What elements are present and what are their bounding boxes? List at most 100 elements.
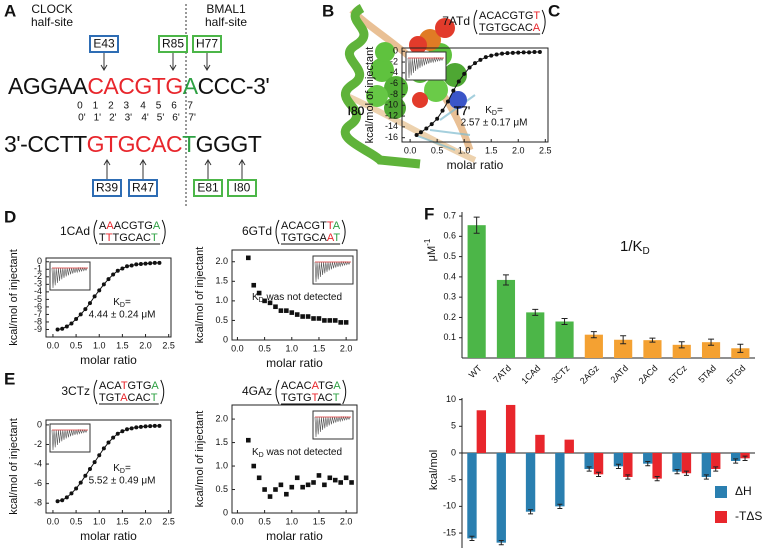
- data-point: [111, 272, 116, 277]
- x-axis-label: molar ratio: [80, 529, 137, 543]
- y-tick-label: -3: [34, 279, 42, 289]
- x-tick-label: 2ACd: [637, 363, 660, 386]
- kd-text: =: [497, 105, 503, 116]
- x-tick-label: 2.0: [340, 516, 353, 526]
- y-tick-label: 0: [451, 447, 456, 457]
- y-axis-label: kcal/mol of injectant: [8, 249, 20, 346]
- bar: [672, 344, 691, 358]
- arrow-head: [238, 159, 246, 166]
- bar: [701, 342, 721, 358]
- bar: [584, 452, 594, 469]
- y-tick-label: -2: [34, 271, 42, 281]
- x-tick-label: 0.0: [47, 516, 60, 526]
- position-number: 0: [77, 101, 83, 112]
- y-tick-label: 0: [37, 256, 42, 266]
- y-axis-label: kcal/mol of injectant: [364, 47, 376, 144]
- y-tick-label: 1.5: [215, 276, 228, 286]
- data-point: [115, 431, 120, 436]
- panel-label: E: [4, 369, 15, 388]
- y-tick-label: 0.3: [443, 292, 456, 302]
- error-bar: [737, 343, 744, 353]
- bar: [643, 340, 662, 358]
- sequence-top: ACACATGA: [281, 380, 341, 392]
- legend-swatch: [715, 511, 727, 523]
- data-point: [278, 308, 284, 313]
- y-tick-label: 1.0: [215, 295, 228, 305]
- x-tick-label: 2ATd: [608, 363, 630, 385]
- error-bar: [708, 338, 715, 346]
- data-point: [267, 494, 273, 499]
- bar: [555, 321, 574, 358]
- residue-label: R85: [162, 37, 184, 51]
- sequence-bottom: TTTGCACT: [99, 232, 158, 244]
- sequence-bottom: TGTGCAAT: [281, 232, 340, 244]
- data-point: [424, 126, 429, 131]
- y-tick-label: -6: [34, 478, 42, 488]
- error-bar: [620, 335, 627, 345]
- data-point: [92, 294, 97, 299]
- data-point: [106, 277, 111, 282]
- paren: [541, 9, 546, 35]
- data-point: [134, 262, 139, 267]
- kd-annotation: KD was not detected: [252, 447, 342, 459]
- kd-symbol: K: [252, 447, 259, 458]
- y-tick-label: 0.5: [215, 315, 228, 325]
- data-point: [129, 263, 134, 268]
- data-point: [300, 314, 305, 319]
- bar: [672, 452, 682, 472]
- y-tick-label: 5: [451, 421, 456, 431]
- kd-symbol: K: [113, 463, 120, 474]
- y-axis-label: kcal/mol of injectant: [8, 418, 20, 515]
- chart-title: 6GTd: [242, 224, 272, 238]
- data-point: [55, 327, 60, 332]
- data-point: [305, 482, 311, 488]
- position-number: 4: [140, 101, 146, 112]
- data-point: [273, 487, 278, 492]
- data-point: [327, 475, 333, 481]
- y-tick-label: 0: [37, 419, 42, 429]
- sequence-segment: T: [106, 232, 113, 244]
- y-tick-label: -1: [34, 264, 42, 274]
- y-tick-label: -4: [34, 458, 42, 468]
- position-number: 1: [93, 101, 99, 112]
- data-point: [456, 79, 461, 84]
- sequence-segment: A: [333, 220, 341, 232]
- data-point: [134, 425, 139, 430]
- panel-label: F: [424, 204, 434, 223]
- sequence-segment: ACAC: [281, 380, 312, 392]
- data-point: [300, 484, 305, 490]
- data-point: [322, 482, 327, 488]
- y-tick-label: 0.5: [215, 484, 228, 494]
- data-point: [483, 55, 488, 60]
- paren: [160, 379, 165, 405]
- position-number: 0': [78, 113, 86, 124]
- error-bar: [645, 461, 651, 467]
- sequence-segment: A: [333, 380, 341, 392]
- x-tick-label: 1.0: [286, 343, 299, 353]
- residue-box: [92, 179, 122, 197]
- ylabel-main: μM: [426, 246, 438, 262]
- bar: [593, 452, 604, 475]
- sequence-segment: T: [327, 220, 334, 232]
- data-point: [418, 130, 423, 135]
- kd-subscript: D: [120, 302, 125, 309]
- kd-symbol: K: [252, 292, 259, 303]
- data-point: [87, 301, 92, 306]
- x-tick-label: 1.5: [485, 145, 498, 155]
- sequence-bottom: TGTGCACA: [479, 22, 541, 34]
- plot-frame: [401, 47, 549, 143]
- structure-image: [340, 4, 477, 169]
- y-tick-label: 1.0: [215, 460, 228, 470]
- data-point: [510, 50, 515, 55]
- x-tick-label: 2.5: [539, 145, 552, 155]
- arrow-head: [203, 64, 211, 71]
- x-tick-label: 0.0: [404, 145, 417, 155]
- data-point: [256, 475, 262, 481]
- data-point: [505, 51, 510, 56]
- x-tick-label: WT: [467, 363, 484, 380]
- data-point: [284, 491, 289, 497]
- data-point: [129, 426, 134, 431]
- x-tick-label: 2.5: [162, 516, 175, 526]
- data-point: [256, 290, 262, 296]
- data-point: [143, 424, 148, 429]
